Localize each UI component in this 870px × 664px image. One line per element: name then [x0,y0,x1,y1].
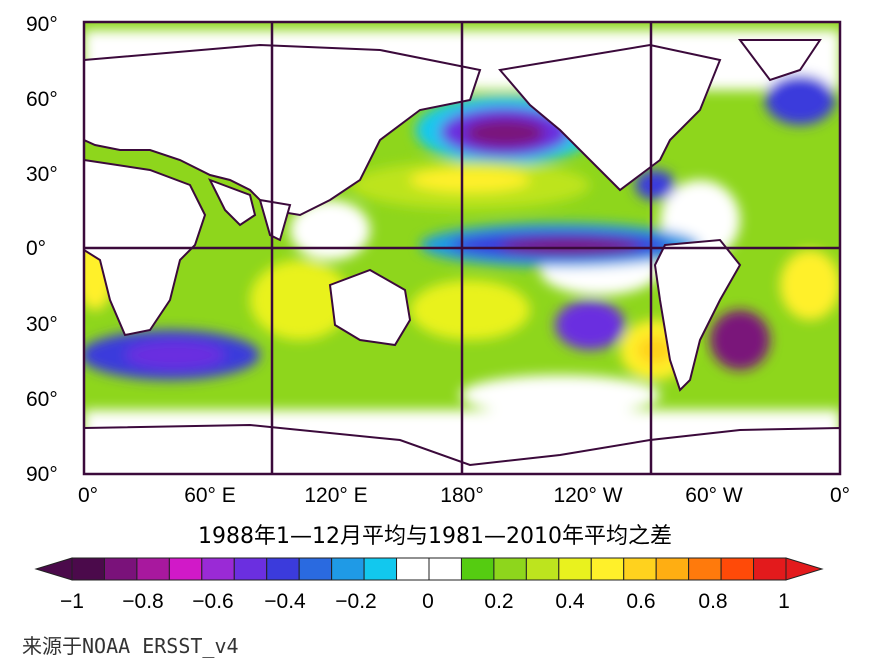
colorbar-swatch [428,557,462,581]
colorbar-swatch [201,557,235,581]
colorbar-swatch [363,557,398,581]
lon-label-60w: 60° W [685,484,743,507]
lon-label-180: 180° [440,484,484,507]
lon-label-120e: 120° E [304,484,368,507]
lat-label-0: 0° [26,237,47,260]
colorbar-swatch [103,557,138,581]
colorbar-swatch [655,557,690,581]
cb-label-08: 0.8 [698,590,728,613]
colorbar-swatch [460,557,495,581]
colorbar-swatch [753,557,787,581]
lat-label-60s: 60° [26,388,58,411]
colorbar-swatch [396,557,430,581]
colorbar-swatch [233,557,268,581]
cb-label-neg06: −0.6 [192,590,234,613]
lon-label-60e: 60° E [184,484,236,507]
cb-label-neg04: −0.4 [264,590,306,613]
map-subtitle: 1988年1—12月平均与1981—2010年平均之差 [198,524,672,549]
cb-label-02: 0.2 [484,590,514,613]
lat-label-30n: 30° [26,163,58,186]
cb-label-06: 0.6 [626,590,656,613]
colorbar-swatch [168,557,203,581]
colorbar-swatch [558,557,592,581]
cb-label-neg08: −0.8 [122,590,164,613]
colorbar-swatch [298,557,333,581]
cb-label-0: 0 [422,590,434,613]
lon-label-0-right: 0° [829,484,851,507]
colorbar-swatch [688,557,722,581]
colorbar-swatch [525,557,560,581]
colorbar-arrow-low [34,557,73,581]
cb-label-1: 1 [778,590,790,613]
source-note: 来源于NOAA ERSST_v4 [22,634,239,658]
colorbar-swatch [590,557,625,581]
cb-label-neg02: −0.2 [335,590,377,613]
colorbar-swatch [493,557,527,581]
lat-label-90n: 90° [26,13,58,36]
colorbar-swatch [331,557,365,581]
lat-label-60n: 60° [26,88,58,111]
colorbar-swatch [136,557,170,581]
colorbar-swatch [720,557,755,581]
coastlines [84,39,840,474]
colorbar-swatch [623,557,657,581]
lon-label-120w: 120° W [553,484,623,507]
colorbar [34,557,824,581]
colorbar-swatch [71,557,105,581]
lon-label-0: 0° [77,484,99,507]
cb-label-neg1: −1 [60,590,84,613]
lat-label-90s: 90° [26,463,58,486]
colorbar-swatch [266,557,300,581]
cb-label-04: 0.4 [555,590,585,613]
colorbar-arrow-high [785,557,824,581]
lat-label-30s: 30° [26,313,58,336]
